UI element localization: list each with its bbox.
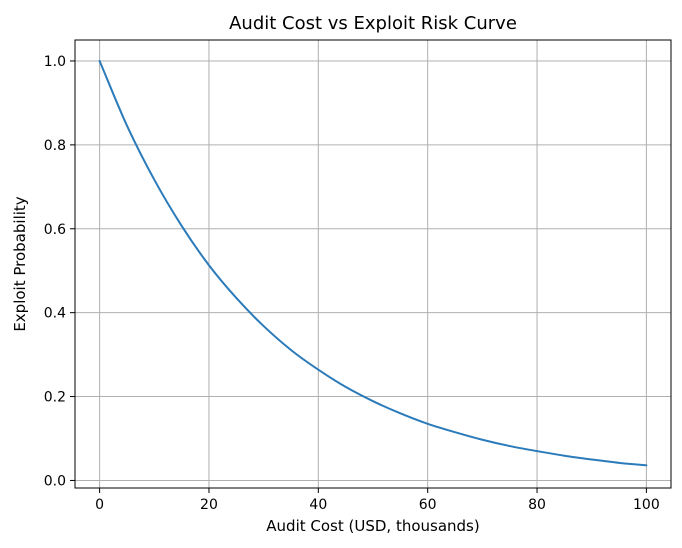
plot-frame <box>74 39 672 489</box>
y-tick-label: 0.6 <box>44 222 66 238</box>
y-tick-label: 0.4 <box>44 306 66 322</box>
y-tick-label: 1.0 <box>44 54 66 70</box>
series-layer <box>98 59 648 467</box>
x-tick-label: 60 <box>419 497 437 513</box>
series-line <box>98 59 648 467</box>
x-tick-label: 80 <box>528 497 546 513</box>
chart-title: Audit Cost vs Exploit Risk Curve <box>229 13 517 34</box>
x-tick-label: 20 <box>200 497 218 513</box>
x-axis-label: Audit Cost (USD, thousands) <box>266 517 479 535</box>
x-axis: 0 20 40 60 80 100 <box>95 488 660 513</box>
grid <box>75 40 671 488</box>
y-tick-label: 0.2 <box>44 390 66 406</box>
x-tick-label: 0 <box>95 497 104 513</box>
x-tick-label: 100 <box>633 497 660 513</box>
y-axis-label: Exploit Probability <box>11 196 29 331</box>
y-tick-label: 0.0 <box>44 473 66 489</box>
y-tick-label: 0.8 <box>44 138 66 154</box>
x-tick-label: 40 <box>309 497 327 513</box>
y-axis: 0.0 0.2 0.4 0.6 0.8 1.0 <box>44 54 75 489</box>
